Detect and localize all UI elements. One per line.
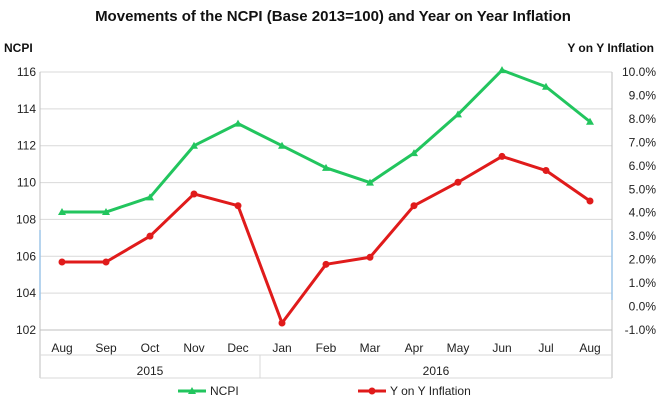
year-group-label: 2015 xyxy=(137,364,164,378)
series-line-inflation xyxy=(62,154,591,325)
data-point xyxy=(542,82,550,90)
data-point xyxy=(102,208,110,216)
legend-marker xyxy=(368,387,376,395)
right-tick-label: 5.0% xyxy=(629,182,657,196)
left-tick-label: 102 xyxy=(16,323,36,337)
legend: NCPI Y on Y Inflation xyxy=(178,384,471,398)
axes: 102 104 106 108 110 112 114 116 -1.0% 0.0% 1.0% 2.0… xyxy=(16,65,657,379)
left-tick-label: 114 xyxy=(17,102,36,116)
data-point xyxy=(498,152,506,160)
right-tick-label: 2.0% xyxy=(629,253,657,267)
right-tick-label: 10.0% xyxy=(622,65,656,79)
data-point xyxy=(58,258,66,266)
data-point xyxy=(58,208,66,216)
right-tick-label: 4.0% xyxy=(629,206,657,220)
x-tick-label: Jun xyxy=(492,341,511,355)
x-tick-label: Feb xyxy=(316,341,337,355)
legend-marker xyxy=(188,387,196,394)
right-axis-label: Y on Y Inflation xyxy=(567,41,654,55)
year-group-label: 2016 xyxy=(423,364,450,378)
data-point xyxy=(322,163,330,171)
data-point xyxy=(146,193,154,201)
right-tick-label: 8.0% xyxy=(629,112,657,126)
right-tick-label: 3.0% xyxy=(629,229,657,243)
chart-title: Movements of the NCPI (Base 2013=100) an… xyxy=(95,8,571,25)
data-point xyxy=(102,258,110,266)
right-tick-label: 0.0% xyxy=(629,300,657,314)
data-point xyxy=(366,178,374,186)
x-tick-label: Aug xyxy=(579,341,600,355)
data-point xyxy=(322,260,330,268)
x-tick-label: Sep xyxy=(95,341,117,355)
data-point xyxy=(498,66,506,74)
right-tick-label: -1.0% xyxy=(625,323,657,337)
data-point xyxy=(278,319,286,327)
x-tick-label: Mar xyxy=(360,341,381,355)
data-point xyxy=(542,167,550,175)
x-tick-label: May xyxy=(447,341,470,355)
left-tick-label: 112 xyxy=(17,139,36,153)
data-point xyxy=(366,253,374,261)
x-tick-label: Jul xyxy=(538,341,553,355)
x-tick-label: Aug xyxy=(51,341,72,355)
gridlines xyxy=(40,71,612,331)
left-tick-label: 104 xyxy=(16,286,36,300)
data-point xyxy=(410,202,418,210)
right-tick-label: 1.0% xyxy=(629,276,657,290)
left-tick-label: 110 xyxy=(17,176,36,190)
data-point xyxy=(410,149,418,157)
x-tick-label: Oct xyxy=(141,341,160,355)
right-tick-label: 7.0% xyxy=(629,135,657,149)
left-tick-label: 116 xyxy=(17,65,36,79)
data-point xyxy=(586,117,594,125)
data-point xyxy=(278,141,286,149)
data-point xyxy=(234,202,242,210)
legend-label: Y on Y Inflation xyxy=(390,384,471,398)
x-tick-label: Dec xyxy=(227,341,248,355)
left-tick-label: 106 xyxy=(16,249,36,263)
data-point xyxy=(234,119,242,127)
data-point xyxy=(454,178,462,186)
series-line-ncpi xyxy=(62,68,591,214)
data-point xyxy=(586,197,594,205)
data-point xyxy=(146,232,154,240)
right-tick-label: 6.0% xyxy=(629,159,657,173)
x-tick-label: Jan xyxy=(272,341,291,355)
x-tick-label: Apr xyxy=(405,341,424,355)
legend-label: NCPI xyxy=(210,384,239,398)
x-tick-label: Nov xyxy=(183,341,204,355)
left-tick-label: 108 xyxy=(16,212,36,226)
left-axis-label: NCPI xyxy=(4,41,33,55)
right-tick-label: 9.0% xyxy=(629,88,657,102)
series-layer xyxy=(58,66,594,327)
data-point xyxy=(190,141,198,149)
data-point xyxy=(454,110,462,118)
data-point xyxy=(190,190,198,198)
